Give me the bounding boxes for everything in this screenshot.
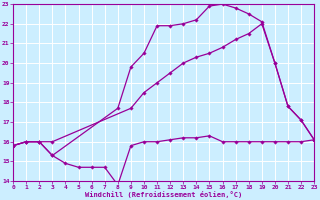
X-axis label: Windchill (Refroidissement éolien,°C): Windchill (Refroidissement éolien,°C)	[85, 191, 242, 198]
